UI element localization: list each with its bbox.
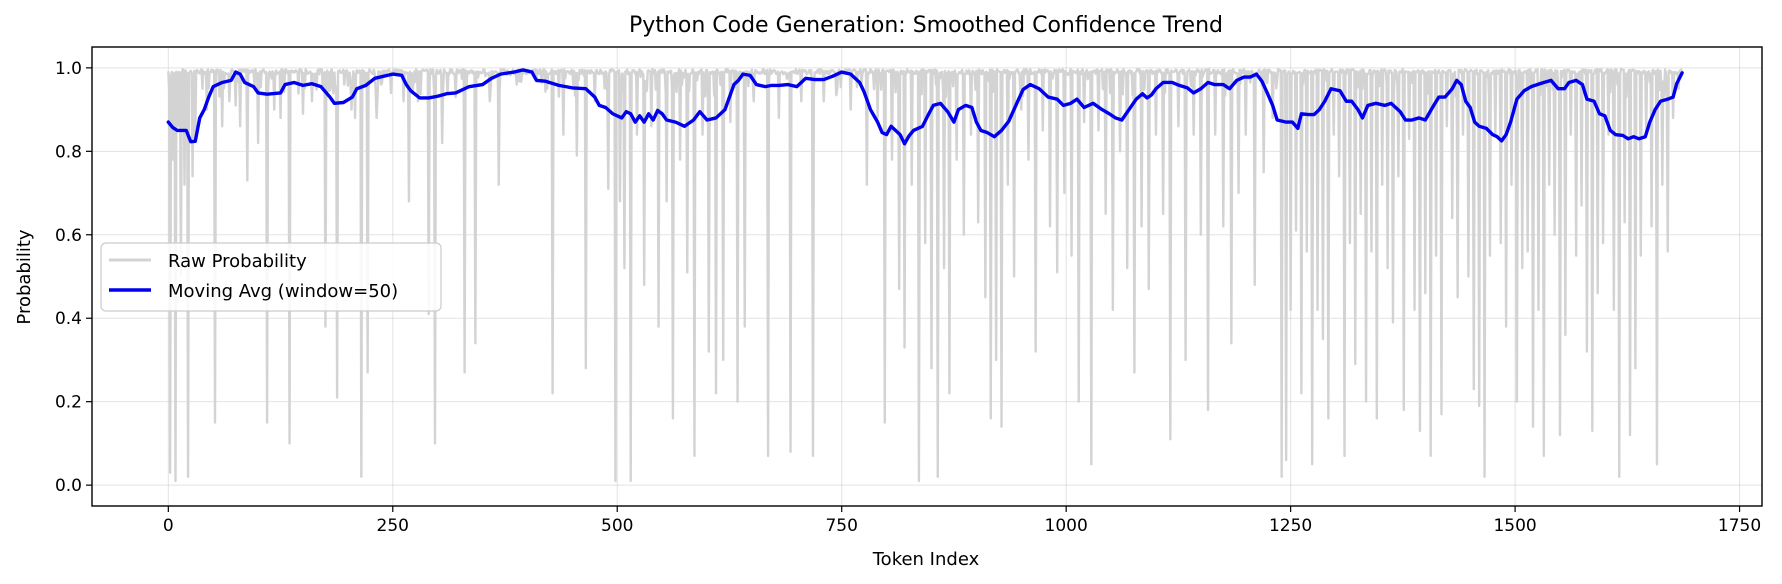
- x-tick-label: 0: [163, 516, 174, 536]
- raw-probability-line: [167, 67, 1685, 483]
- x-axis-title: Token Index: [872, 549, 980, 570]
- legend-label-raw-probability: Raw Probability: [168, 251, 307, 272]
- moving-average-line: [166, 68, 1684, 146]
- plot-frame: [91, 46, 1763, 507]
- x-axis-ticks: 0 250 500 750 1000 1250 1500 1750: [163, 506, 1761, 536]
- y-axis-title: Probability: [14, 229, 35, 324]
- legend-box: [100, 242, 442, 312]
- y-axis-ticks: 0.0 0.2 0.4 0.6 0.8 1.0: [55, 59, 92, 496]
- series-raw-probability: [167, 67, 1685, 483]
- plot-area: [166, 67, 1685, 483]
- y-tick-label: 0.6: [55, 226, 82, 246]
- y-tick-label: 0.2: [55, 393, 82, 413]
- y-tick-label: 0.0: [55, 476, 82, 496]
- x-tick-label: 1000: [1045, 516, 1088, 536]
- x-tick-label: 250: [377, 516, 409, 536]
- y-tick-label: 0.4: [55, 309, 82, 329]
- y-tick-label: 1.0: [55, 59, 82, 79]
- series-moving-average: [166, 68, 1684, 146]
- chart-title: Python Code Generation: Smoothed Confide…: [629, 13, 1223, 38]
- x-tick-label: 1500: [1493, 516, 1536, 536]
- x-tick-label: 1750: [1718, 516, 1761, 536]
- x-tick-label: 750: [825, 516, 857, 536]
- x-tick-label: 500: [601, 516, 633, 536]
- legend-label-moving-average: Moving Avg (window=50): [168, 281, 398, 302]
- y-tick-label: 0.8: [55, 142, 82, 162]
- x-tick-label: 1250: [1269, 516, 1312, 536]
- legend: Raw Probability Moving Avg (window=50): [100, 242, 442, 312]
